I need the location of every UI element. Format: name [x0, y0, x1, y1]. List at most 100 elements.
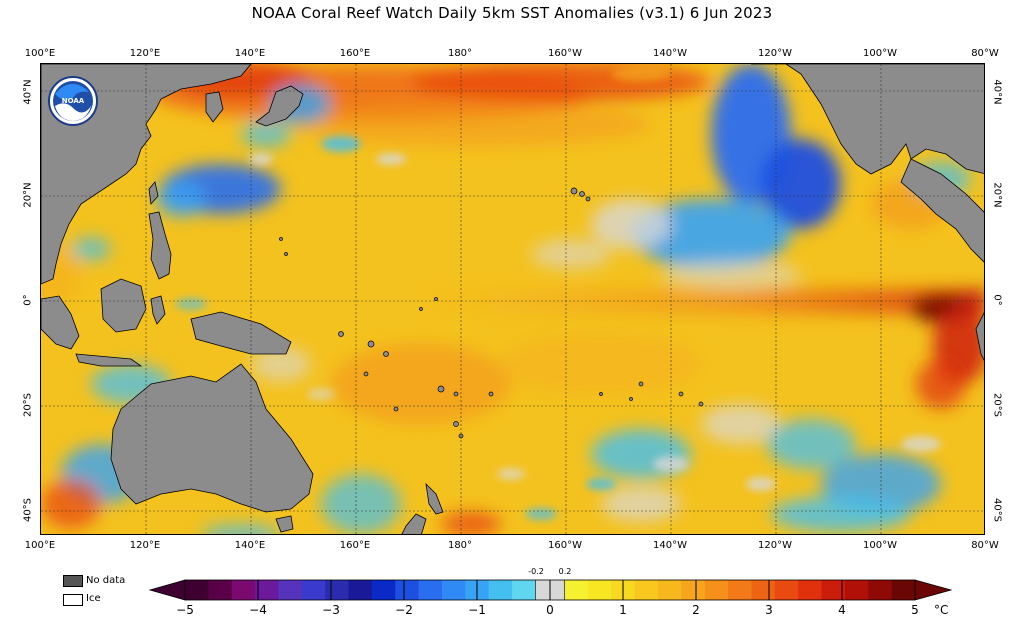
cb-segment: [512, 580, 536, 600]
cb-segment: [798, 580, 823, 600]
asia-mainland: [41, 64, 252, 285]
new-zealand-south: [401, 513, 427, 534]
cb-segment: [774, 580, 799, 600]
colorbar-canvas: [148, 579, 953, 601]
cb-tick-label: −5: [176, 603, 194, 617]
japan: [255, 85, 304, 127]
cb-segment: [751, 580, 776, 600]
lon-label: 140°E: [234, 48, 266, 59]
lon-label: 100°E: [24, 540, 56, 551]
cb-segment: [564, 580, 589, 600]
cb-segment: [208, 580, 233, 600]
cb-segment: [301, 580, 326, 600]
java: [75, 353, 143, 367]
cb-segment: [278, 580, 303, 600]
graticule: [41, 64, 984, 534]
cb-segment: [868, 580, 893, 600]
lon-label: 100°W: [863, 540, 897, 551]
lon-label: 140°W: [653, 540, 687, 551]
lon-label: 140°W: [653, 48, 687, 59]
cb-segment: [728, 580, 752, 600]
lon-label: 120°E: [129, 540, 161, 551]
cb-segment: [704, 580, 729, 600]
australia: [110, 363, 314, 513]
cb-segment: [371, 580, 396, 600]
cb-segment: [418, 580, 443, 600]
lat-label: 20°S: [22, 392, 34, 418]
lon-label: 160°E: [339, 48, 371, 59]
cb-segment: [395, 580, 420, 600]
no-data-label: No data: [86, 575, 126, 586]
new-guinea: [190, 311, 292, 355]
cb-segment: [231, 580, 256, 600]
lat-label: 20°S: [991, 392, 1003, 418]
lon-label: 120°E: [129, 48, 161, 59]
colorbar: [148, 576, 953, 604]
cb-tick-label: −1: [468, 603, 486, 617]
cb-arrow-right: [914, 579, 953, 601]
lon-label: 180°: [447, 540, 473, 551]
lon-label: 160°W: [548, 540, 582, 551]
cb-segment: [325, 580, 350, 600]
lon-label: 180°: [447, 48, 473, 59]
sulawesi: [150, 295, 166, 325]
cb-segment: [255, 580, 279, 600]
cb-small-label: -0.2: [528, 567, 544, 576]
cb-segment: [185, 580, 209, 600]
anomaly-field: [41, 64, 984, 534]
cb-tick-label: −4: [249, 603, 267, 617]
philippines: [148, 211, 172, 280]
ice-swatch: [63, 594, 83, 606]
borneo: [100, 278, 147, 333]
sst-anomaly-map[interactable]: NOAA: [40, 63, 985, 535]
lon-label: 120°W: [758, 48, 792, 59]
cb-segment: [587, 580, 612, 600]
map-canvas: NOAA: [41, 64, 984, 534]
lat-label: 40°S: [991, 497, 1003, 523]
cb-segment: [821, 580, 846, 600]
noaa-logo: NOAA: [48, 76, 98, 126]
lat-label: 20°N: [22, 182, 34, 208]
pacific-islands: [279, 187, 704, 439]
lon-label: 160°W: [548, 48, 582, 59]
south-america: [975, 312, 984, 361]
lat-label: 40°N: [22, 79, 34, 105]
lat-label: 0°: [22, 294, 34, 306]
lon-label: 80°W: [971, 540, 999, 551]
lon-label: 140°E: [234, 540, 266, 551]
cb-tick-label: 5: [911, 603, 919, 617]
lon-label: 100°E: [24, 48, 56, 59]
cb-segment: [681, 580, 706, 600]
cb-segment: [658, 580, 682, 600]
sumatra: [41, 295, 80, 350]
cb-segment: [348, 580, 373, 600]
cb-tick-label: 0: [546, 603, 554, 617]
cb-unit-label: °C: [934, 603, 949, 617]
map-title: NOAA Coral Reef Watch Daily 5km SST Anom…: [251, 4, 773, 22]
lat-label: 20°N: [991, 182, 1003, 208]
cb-segment: [488, 580, 513, 600]
lon-label: 160°E: [339, 540, 371, 551]
lat-label: 0°: [991, 294, 1003, 306]
no-data-swatch: [63, 575, 83, 587]
cb-segment: [634, 580, 659, 600]
cb-arrow-left: [148, 579, 186, 601]
lon-label: 100°W: [863, 48, 897, 59]
cb-segment: [891, 580, 916, 600]
logo-text: NOAA: [62, 97, 85, 105]
ice-label: Ice: [86, 593, 101, 604]
cb-tick-label: 4: [838, 603, 846, 617]
cb-segment: [441, 580, 466, 600]
cb-tick-label: 2: [692, 603, 700, 617]
land-masses: [41, 64, 984, 534]
anomaly-speckle: [175, 66, 941, 520]
lon-label: 80°W: [971, 48, 999, 59]
cb-small-label: 0.2: [558, 567, 572, 576]
lat-label: 40°S: [22, 497, 34, 523]
lon-label: 120°W: [758, 540, 792, 551]
cb-tick-label: 1: [619, 603, 627, 617]
new-zealand-north: [425, 482, 444, 515]
cb-tick-label: −2: [395, 603, 413, 617]
cb-tick-label: −3: [322, 603, 340, 617]
korea: [205, 91, 224, 123]
